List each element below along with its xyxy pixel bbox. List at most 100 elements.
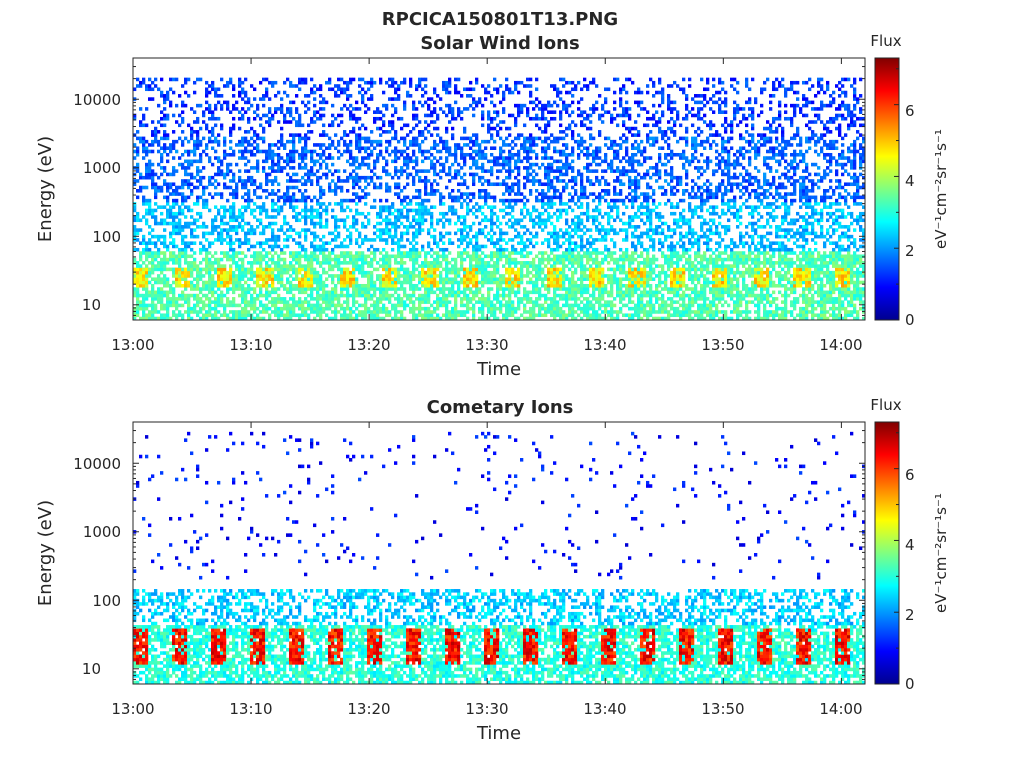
heatmap-cell [151,228,155,232]
heatmap-cell [205,313,209,318]
heatmap-cell [454,277,458,281]
heatmap-cell [316,310,320,314]
heatmap-cell [529,77,533,82]
heatmap-cell [364,254,368,259]
heatmap-cell [532,136,536,141]
heatmap-cell [412,261,416,265]
heatmap-cell [454,146,458,150]
heatmap-cell [451,277,455,281]
heatmap-cell [208,257,212,262]
heatmap-cell [205,198,209,203]
heatmap-cell [502,303,506,308]
heatmap-cell [382,306,386,311]
heatmap-cell [424,310,428,314]
heatmap-cell [178,113,182,118]
heatmap-cell [379,175,383,180]
heatmap-cell [163,146,167,150]
heatmap-cell [160,316,164,321]
heatmap-cell [244,254,248,259]
heatmap-cell [247,116,251,121]
heatmap-cell [337,143,341,147]
heatmap-cell [445,172,449,177]
heatmap-cell [250,175,254,180]
heatmap-cell [145,274,149,278]
heatmap-cell [349,241,353,245]
heatmap-cell [322,247,326,252]
heatmap-cell [475,280,479,285]
heatmap-cell [166,113,170,118]
heatmap-cell [412,152,416,157]
heatmap-cell [460,234,464,239]
heatmap-cell [262,270,266,275]
heatmap-cell [160,280,164,285]
heatmap-cell [466,306,470,311]
heatmap-cell [328,261,332,265]
heatmap-cell [367,283,371,288]
heatmap-cell [154,182,158,187]
heatmap-cell [484,87,488,92]
heatmap-cell [421,221,425,226]
heatmap-cell [487,126,491,131]
heatmap-cell [172,182,176,187]
heatmap-cell [475,290,479,295]
heatmap-cell [235,182,239,187]
heatmap-cell [292,100,296,105]
heatmap-cell [268,97,272,101]
heatmap-cell [367,221,371,226]
heatmap-cell [316,182,320,187]
heatmap-cell [169,290,173,295]
heatmap-cell [208,300,212,304]
heatmap-cell [442,80,446,85]
heatmap-cell [529,300,533,304]
heatmap-cell [187,205,191,209]
heatmap-cell [256,107,260,111]
heatmap-cell [469,228,473,232]
heatmap-cell [433,267,437,272]
heatmap-cell [223,152,227,157]
heatmap-cell [346,283,350,288]
heatmap-cell [448,172,452,177]
heatmap-cell [175,267,179,272]
heatmap-cell [361,87,365,92]
heatmap-cell [538,225,542,229]
heatmap-cell [400,215,404,219]
heatmap-cell [229,244,233,249]
heatmap-cell [439,149,443,154]
heatmap-cell [184,166,188,170]
heatmap-cell [472,267,476,272]
heatmap-cell [478,149,482,154]
heatmap-cell [523,143,527,147]
heatmap-cell [304,218,308,223]
heatmap-cell [469,257,473,262]
heatmap-cell [409,257,413,262]
heatmap-cell [499,152,503,157]
heatmap-cell [277,280,281,285]
heatmap-cell [418,270,422,275]
heatmap-cell [133,228,137,232]
heatmap-cell [442,166,446,170]
heatmap-cell [379,287,383,291]
heatmap-cell [235,277,239,281]
heatmap-cell [484,198,488,203]
heatmap-cell [232,257,236,262]
heatmap-cell [493,277,497,281]
heatmap-cell [184,90,188,95]
heatmap-cell [343,133,347,137]
heatmap-cell [187,94,191,98]
heatmap-cell [391,247,395,252]
heatmap-cell [187,316,191,321]
heatmap-cell [277,162,281,167]
heatmap-cell [520,107,524,111]
heatmap-cell [403,270,407,275]
heatmap-cell [319,221,323,226]
heatmap-cell [403,149,407,154]
heatmap-cell [538,297,542,301]
heatmap-cell [517,189,521,193]
heatmap-cell [397,192,401,196]
heatmap-cell [211,130,215,134]
heatmap-cell [361,77,365,82]
heatmap-cell [205,225,209,229]
heatmap-cell [235,283,239,288]
heatmap-cell [430,182,434,187]
heatmap-cell [184,169,188,173]
